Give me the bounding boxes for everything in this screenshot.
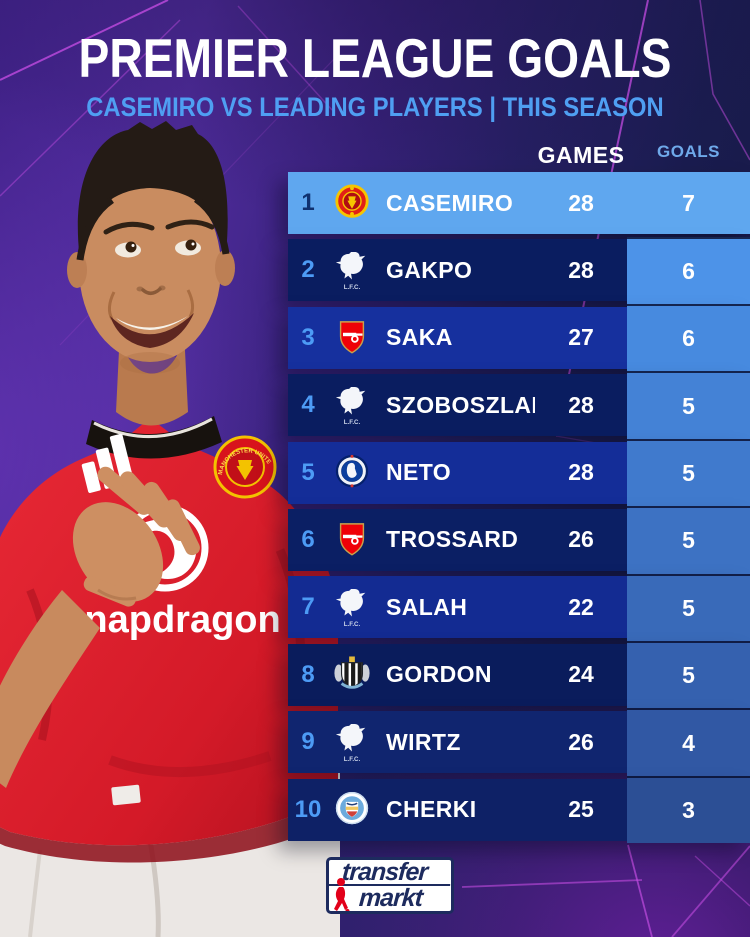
table-row: 1 CASEMIRO 28 7 [288, 172, 750, 234]
club-badge-liverpool-icon [328, 586, 376, 628]
player-name: TROSSARD [386, 526, 519, 553]
club-badge-liverpool-icon [328, 721, 376, 763]
player-name: CHERKI [386, 796, 477, 823]
goals-value: 3 [682, 796, 695, 823]
rank: 4 [301, 391, 315, 419]
table-row: 9 WIRTZ 26 4 [288, 708, 750, 776]
club-badge-man-city-icon [328, 789, 376, 831]
goals-cell: 3 [627, 775, 750, 844]
games-value: 28 [568, 256, 594, 283]
standings-table: 1 CASEMIRO 28 7 2 GAKPO 28 6 3 SAKA 27 6… [288, 172, 750, 846]
goals-cell: 5 [627, 371, 750, 439]
table-row: 3 SAKA 27 6 [288, 303, 750, 372]
smile [110, 313, 194, 348]
rank: 3 [301, 323, 315, 351]
hair [77, 121, 228, 260]
goals-value: 5 [682, 662, 695, 689]
rank: 1 [301, 189, 315, 216]
club-badge-arsenal-icon [328, 317, 376, 359]
rank: 8 [301, 660, 315, 688]
shirt-sponsor-text: snapdragon [63, 599, 280, 641]
goals-value: 5 [682, 594, 695, 621]
rank: 10 [294, 795, 322, 823]
goals-cell: 5 [627, 640, 750, 709]
goals-cell: 7 [627, 172, 750, 234]
casemiro-photo: MANCHESTER UNITED snapdragon [0, 120, 340, 937]
goals-cell: 6 [627, 303, 750, 372]
games-value: 26 [568, 728, 594, 755]
player-name: GORDON [386, 661, 492, 688]
games-value: 28 [568, 459, 594, 486]
rank: 9 [301, 728, 315, 756]
club-badge-liverpool-icon [328, 249, 376, 291]
table-row: 10 CHERKI 25 3 [288, 775, 750, 844]
rank: 5 [301, 458, 315, 486]
column-header-goals: GOALS [657, 142, 720, 161]
player-name: NETO [386, 459, 452, 486]
page-subtitle: CASEMIRO VS LEADING PLAYERS | THIS SEASO… [86, 92, 664, 122]
kicker-figure-icon [334, 878, 350, 911]
games-value: 24 [568, 661, 594, 688]
goals-value: 4 [682, 729, 695, 756]
transfermarkt-logo: transfer markt [326, 857, 454, 914]
table-row: 8 GORDON 24 5 [288, 640, 750, 709]
games-value: 28 [568, 189, 594, 216]
club-badge-chelsea-icon [328, 452, 376, 494]
goals-value: 5 [682, 392, 695, 419]
page-title: PREMIER LEAGUE GOALS [78, 27, 672, 89]
player-name: SAKA [386, 324, 453, 351]
player-name: CASEMIRO [386, 189, 514, 216]
player-name: WIRTZ [386, 728, 461, 755]
club-badge-newcastle-icon [328, 654, 376, 696]
goals-cell: 6 [627, 236, 750, 305]
open-hand [72, 466, 200, 607]
table-row: 7 SALAH 22 5 [288, 573, 750, 642]
goals-cell: 5 [627, 438, 750, 507]
goals-cell: 5 [627, 573, 750, 642]
games-value: 27 [568, 324, 594, 351]
table-row: 2 GAKPO 28 6 [288, 236, 750, 305]
table-row: 4 SZOBOSZLAI 28 5 [288, 371, 750, 439]
table-row: 5 NETO 28 5 [288, 438, 750, 507]
games-value: 25 [568, 796, 594, 823]
goals-cell: 4 [627, 708, 750, 776]
games-value: 22 [568, 593, 594, 620]
goals-value: 6 [682, 257, 695, 284]
rank: 6 [301, 525, 315, 553]
player-name: SALAH [386, 593, 468, 620]
club-badge-man-utd-icon [328, 182, 376, 224]
games-value: 26 [568, 526, 594, 553]
goals-value: 6 [682, 325, 695, 352]
player-name: GAKPO [386, 256, 473, 283]
games-value: 28 [568, 391, 594, 418]
player-name: SZOBOSZLAI [386, 391, 535, 418]
goals-value: 5 [682, 460, 695, 486]
rank: 7 [301, 593, 315, 621]
club-badge-liverpool-icon [328, 384, 376, 426]
goals-cell: 5 [627, 506, 750, 574]
rank: 2 [301, 256, 315, 284]
column-header-games: GAMES [537, 142, 625, 168]
table-row: 6 TROSSARD 26 5 [288, 506, 750, 574]
goals-value: 7 [682, 189, 695, 216]
goals-value: 5 [682, 527, 695, 554]
club-badge-arsenal-icon [328, 519, 376, 561]
